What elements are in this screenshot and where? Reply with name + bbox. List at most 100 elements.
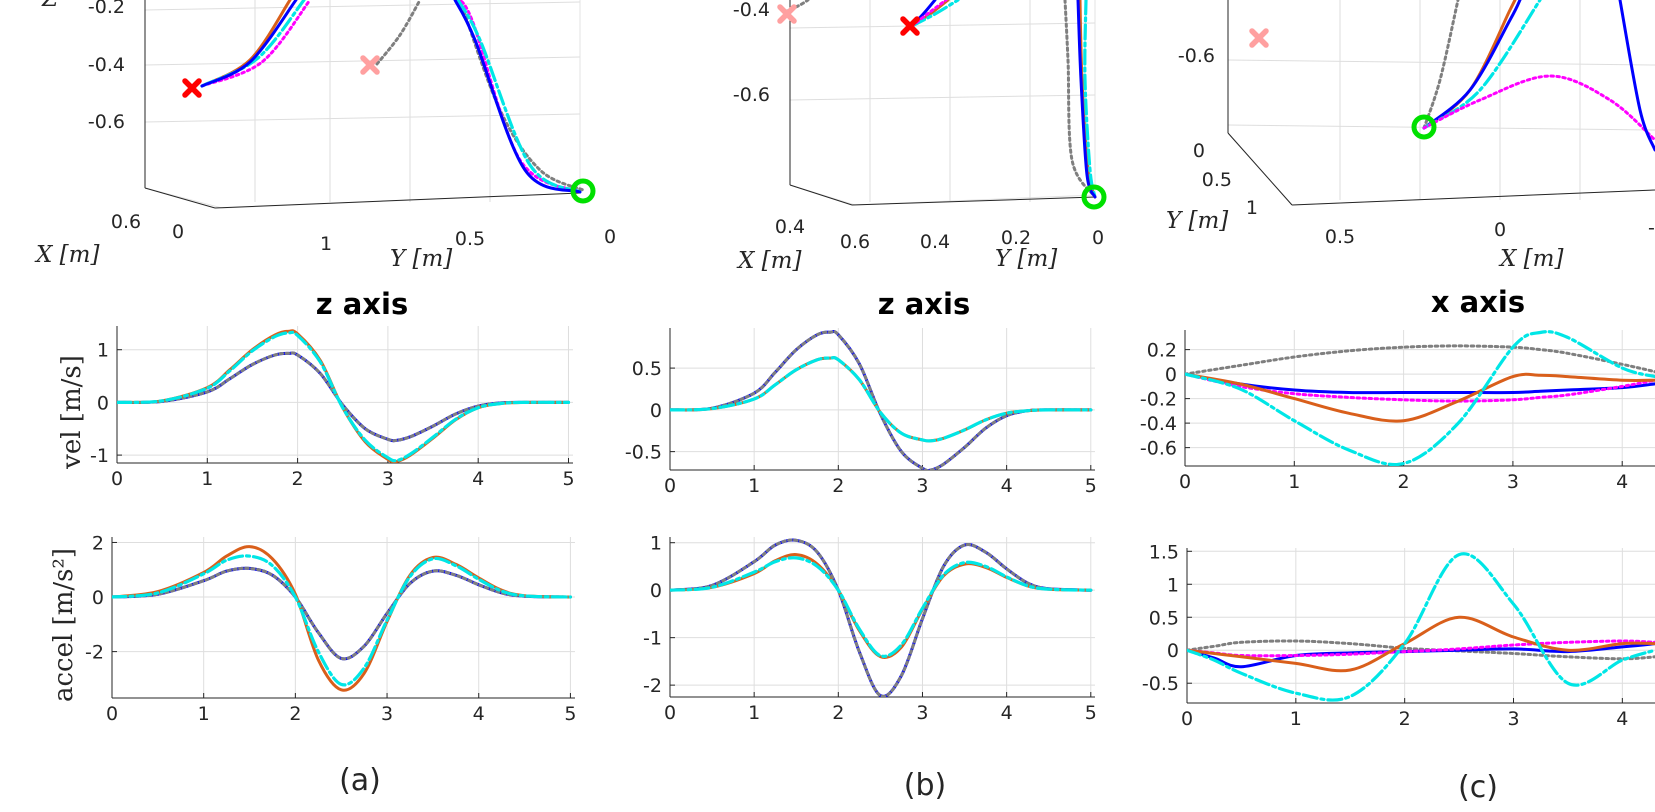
start-marker-faded (777, 4, 797, 24)
x-tick-label: 3 (916, 475, 928, 497)
x-tick-label: 1 (748, 475, 760, 497)
series-line-cyan (117, 330, 571, 463)
y-tick-label: 0 (1167, 640, 1179, 662)
y-tick-label: -2 (85, 642, 104, 664)
series-line-cyan (112, 554, 572, 687)
x-tick-label: 3 (381, 703, 393, 725)
x-tick-label: 1 (201, 468, 213, 490)
x-axis-label: X [m] (34, 242, 99, 268)
trajectory-gray (375, 0, 422, 66)
trajectory-blue (453, 0, 582, 194)
axis-tick-label: 0 (1092, 227, 1104, 249)
y-axis-line (851, 196, 1096, 206)
y-tick-label: 0 (650, 580, 662, 602)
x-tick-label: 2 (1399, 708, 1411, 730)
box-frame (1227, 0, 1655, 206)
x-tick-label: 4 (473, 703, 485, 725)
axis-tick-label: -0.4 (733, 0, 770, 21)
trajectory-blue (1618, 0, 1655, 152)
x-tick-label: 4 (1001, 475, 1013, 497)
axis-tick-label: 0.5 (455, 228, 485, 250)
panel-a-title: z axis (316, 287, 408, 321)
trajectory-gray (1063, 0, 1097, 199)
plot-area (1185, 330, 1655, 466)
axis-tick-label: -0 (1648, 217, 1655, 239)
axis-tick-label: -0.2 (88, 0, 125, 18)
caption-a: (a) (339, 763, 381, 798)
plot-b-accel: 0 1 2 3 4 5 -2 -1 0 1 (643, 533, 1097, 724)
y-tick-label: -1 (643, 628, 662, 650)
plot-a-vel: 0 1 2 3 4 5-101 (90, 326, 575, 490)
start-marker (182, 78, 202, 98)
x-tick-label: 5 (564, 703, 576, 725)
trajectory-orange (200, 0, 292, 88)
box-frame (789, 0, 1096, 206)
y-tick-label: -2 (643, 675, 662, 697)
series-line-gray (117, 351, 570, 443)
plot-area (670, 328, 1095, 470)
series-line-cyan (670, 355, 1093, 443)
x-tick-label: 3 (916, 702, 928, 724)
x-axis-label: X [m] (1498, 246, 1563, 272)
caption-b: (b) (904, 768, 946, 803)
panel-c-title: x axis (1431, 285, 1525, 319)
plot-area (670, 537, 1095, 697)
trajectory-blue (1076, 0, 1097, 199)
x-tick-label: 3 (1507, 708, 1519, 730)
y-tick-label: -0.2 (1140, 389, 1177, 411)
series-line-gray (670, 329, 1093, 470)
y-tick-label: 1 (650, 533, 662, 555)
plot-b-vel: 0 1 2 3 4 5-0.500.5 (625, 328, 1097, 497)
series-line-gray (1187, 639, 1655, 661)
series-line-cyan (1187, 552, 1655, 702)
series-group (117, 329, 571, 463)
axis-tick-label: 0.4 (920, 231, 950, 253)
trajectory-magenta (1422, 74, 1655, 142)
axis-tick-label: 0 (604, 226, 616, 248)
trajectory-blue (1422, 0, 1522, 130)
x-tick-label: 2 (1398, 471, 1410, 493)
y-tick-label: 0 (650, 400, 662, 422)
y-tick-label: 0.5 (1149, 607, 1179, 629)
x-tick-label: 5 (1085, 475, 1097, 497)
axis-tick-label: 1 (1246, 197, 1258, 219)
panel-b-title: z axis (878, 287, 970, 321)
axis-tick-label: -0.6 (88, 111, 125, 133)
y-tick-label: 1.5 (1149, 541, 1179, 563)
3d-plots: -0.2 -0.4 -0.6 0.6 0 1 0.5 0 X [m] Y [m] Z -0.4 -0.6… (34, 0, 1655, 274)
y-tick-label: -0.5 (625, 442, 662, 464)
z-axis-label: Z (41, 0, 59, 12)
trajectory-cyan (456, 0, 582, 194)
axis-tick-label: 0.6 (111, 211, 141, 233)
series-group (670, 329, 1093, 470)
series-line-blue (1185, 372, 1655, 395)
plot-a-3d: -0.2 -0.4 -0.6 0.6 0 1 0.5 0 X [m] Y [m] Z (34, 0, 616, 272)
axis-tick-label: 0 (1494, 219, 1506, 241)
start-marker-faded (1249, 28, 1269, 48)
plot-c-vel: 0 1 2 3 4-0.6-0.4-0.200.2 (1140, 330, 1655, 493)
plot-c-3d: -0.6 0 0.5 1 0.5 0 -0 Y [m] X [m] (1166, 0, 1655, 272)
axis-tick-label: 0.5 (1325, 226, 1355, 248)
y-tick-label: 1 (97, 340, 109, 362)
x-tick-label: 4 (1616, 471, 1628, 493)
y-tick-label: 0 (1165, 364, 1177, 386)
y-tick-label: -0.4 (1140, 413, 1177, 435)
axis-tick-label: -0.4 (88, 54, 125, 76)
plot-c-accel: 0 1 2 3 4-0.500.511.5 (1142, 541, 1655, 730)
y-axis-label: Y [m] (995, 246, 1057, 272)
accel-axis-label: accel [m/s²] (49, 548, 79, 702)
x-tick-label: 5 (1085, 702, 1097, 724)
series-group (1185, 330, 1655, 466)
x-tick-label: 1 (198, 703, 210, 725)
series-group (670, 538, 1093, 697)
x-tick-label: 3 (1507, 471, 1519, 493)
series-group (1187, 552, 1655, 702)
y-tick-label: -0.5 (1142, 673, 1179, 695)
goal-marker (570, 178, 596, 204)
series-line-gray (112, 566, 572, 661)
y-tick-label: -0.6 (1140, 438, 1177, 460)
gridline (789, 94, 1096, 101)
x-tick-label: 3 (382, 468, 394, 490)
series-line-gray (670, 538, 1093, 697)
x-tick-label: 0 (111, 468, 123, 490)
